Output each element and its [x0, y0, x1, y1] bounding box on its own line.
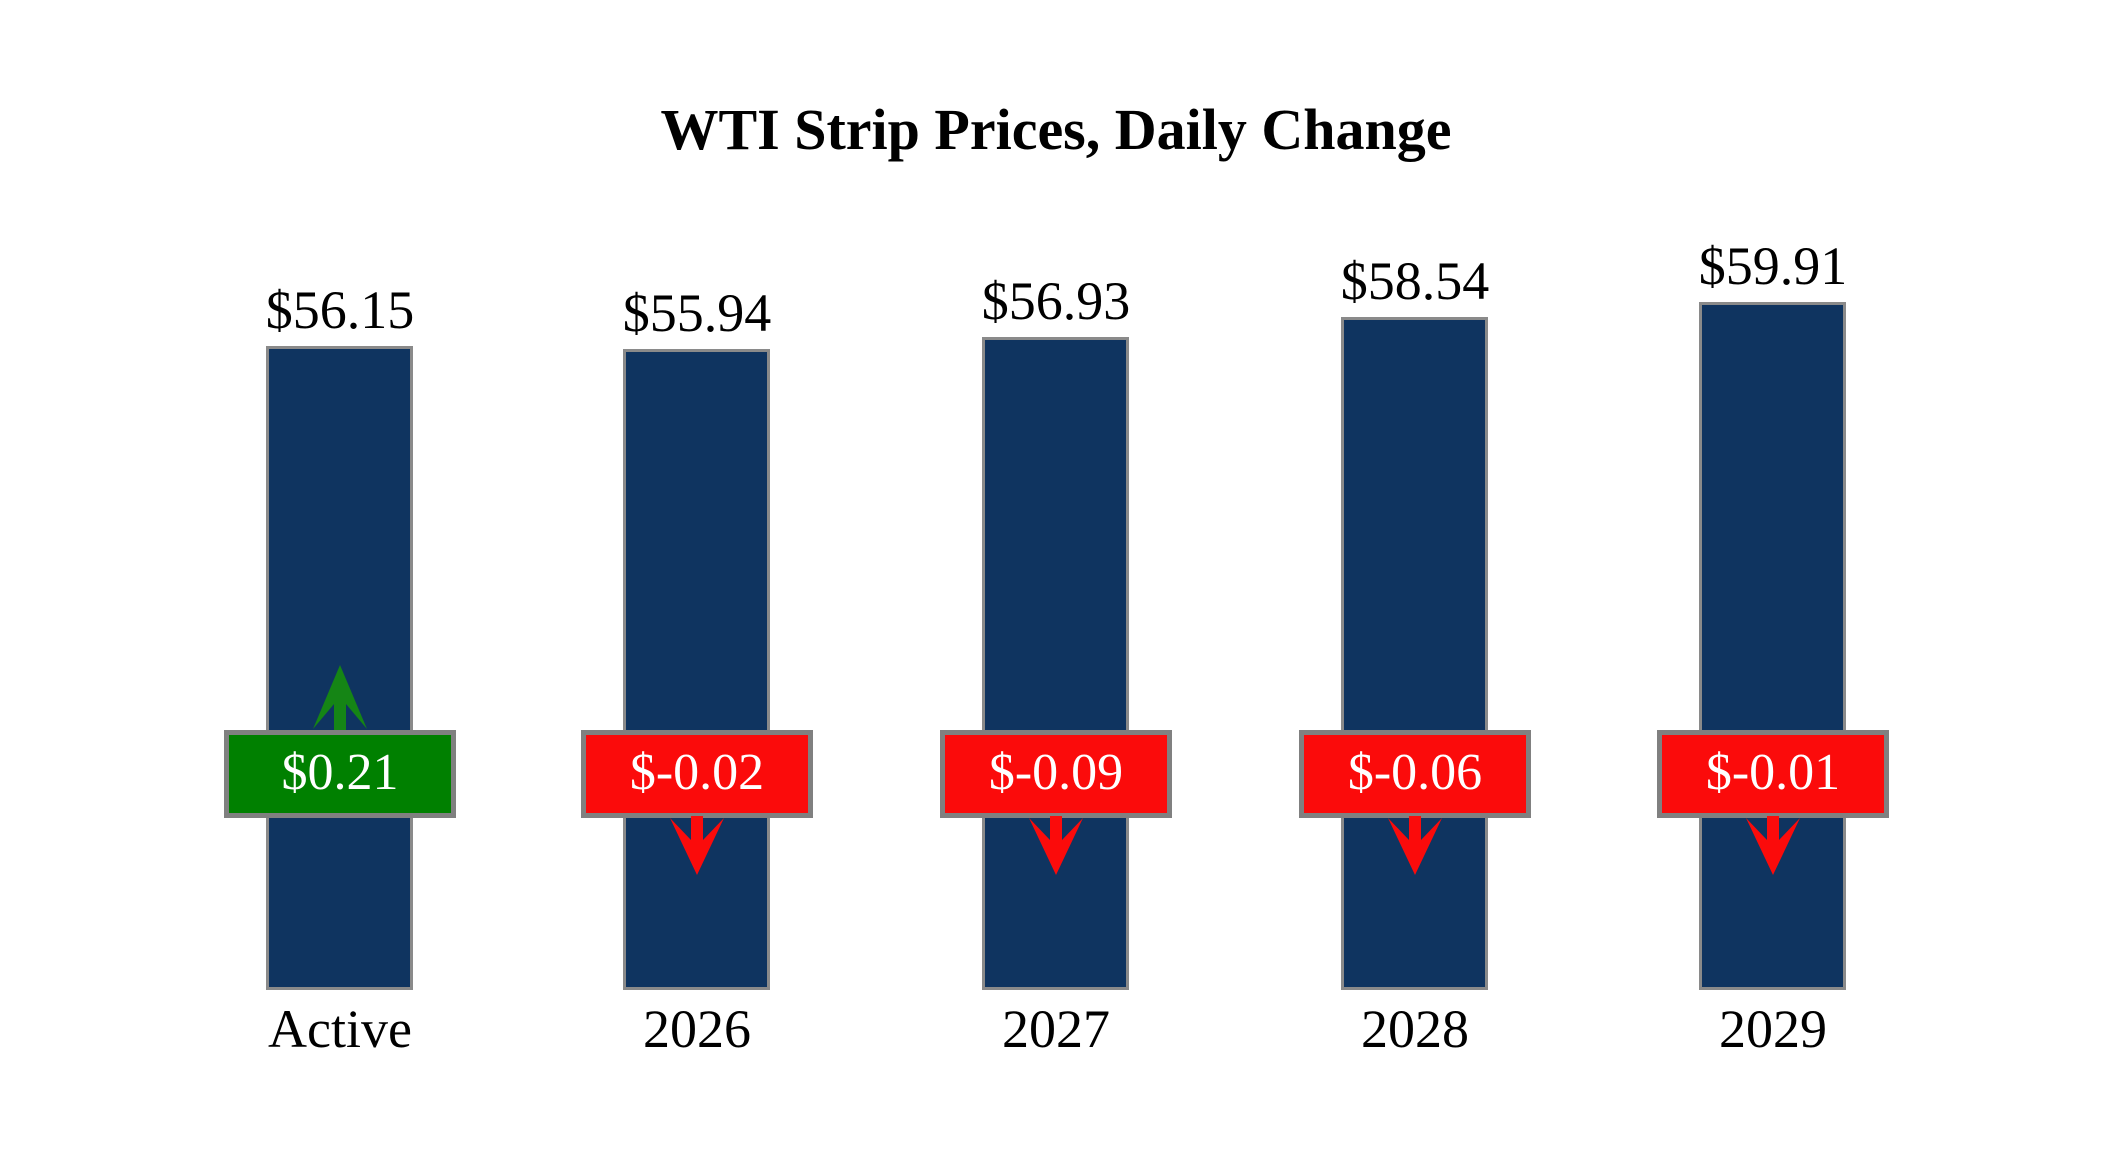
category-label: Active: [268, 999, 412, 1059]
down-arrow-icon: [670, 816, 724, 875]
price-label: $58.54: [1340, 251, 1490, 311]
down-arrow-icon: [1029, 816, 1083, 875]
change-badge: $-0.09: [940, 730, 1172, 818]
category-label: 2028: [1361, 999, 1469, 1059]
category-label: 2027: [1002, 999, 1110, 1059]
chart-title: WTI Strip Prices, Daily Change: [660, 97, 1452, 162]
bar: [1341, 317, 1488, 990]
bar: [1699, 302, 1846, 990]
change-badge: $0.21: [224, 730, 456, 818]
price-label: $56.15: [265, 280, 415, 340]
change-badge: $-0.01: [1657, 730, 1889, 818]
price-label: $59.91: [1698, 236, 1848, 296]
bar: [982, 337, 1129, 990]
down-arrow-icon: [1746, 816, 1800, 875]
price-label: $56.93: [981, 271, 1131, 331]
category-label: 2029: [1719, 999, 1827, 1059]
category-label: 2026: [643, 999, 751, 1059]
change-badge: $-0.02: [581, 730, 813, 818]
price-label: $55.94: [622, 283, 772, 343]
down-arrow-icon: [1388, 816, 1442, 875]
bar: [623, 349, 770, 990]
change-badge: $-0.06: [1299, 730, 1531, 818]
up-arrow-icon: [313, 665, 367, 731]
